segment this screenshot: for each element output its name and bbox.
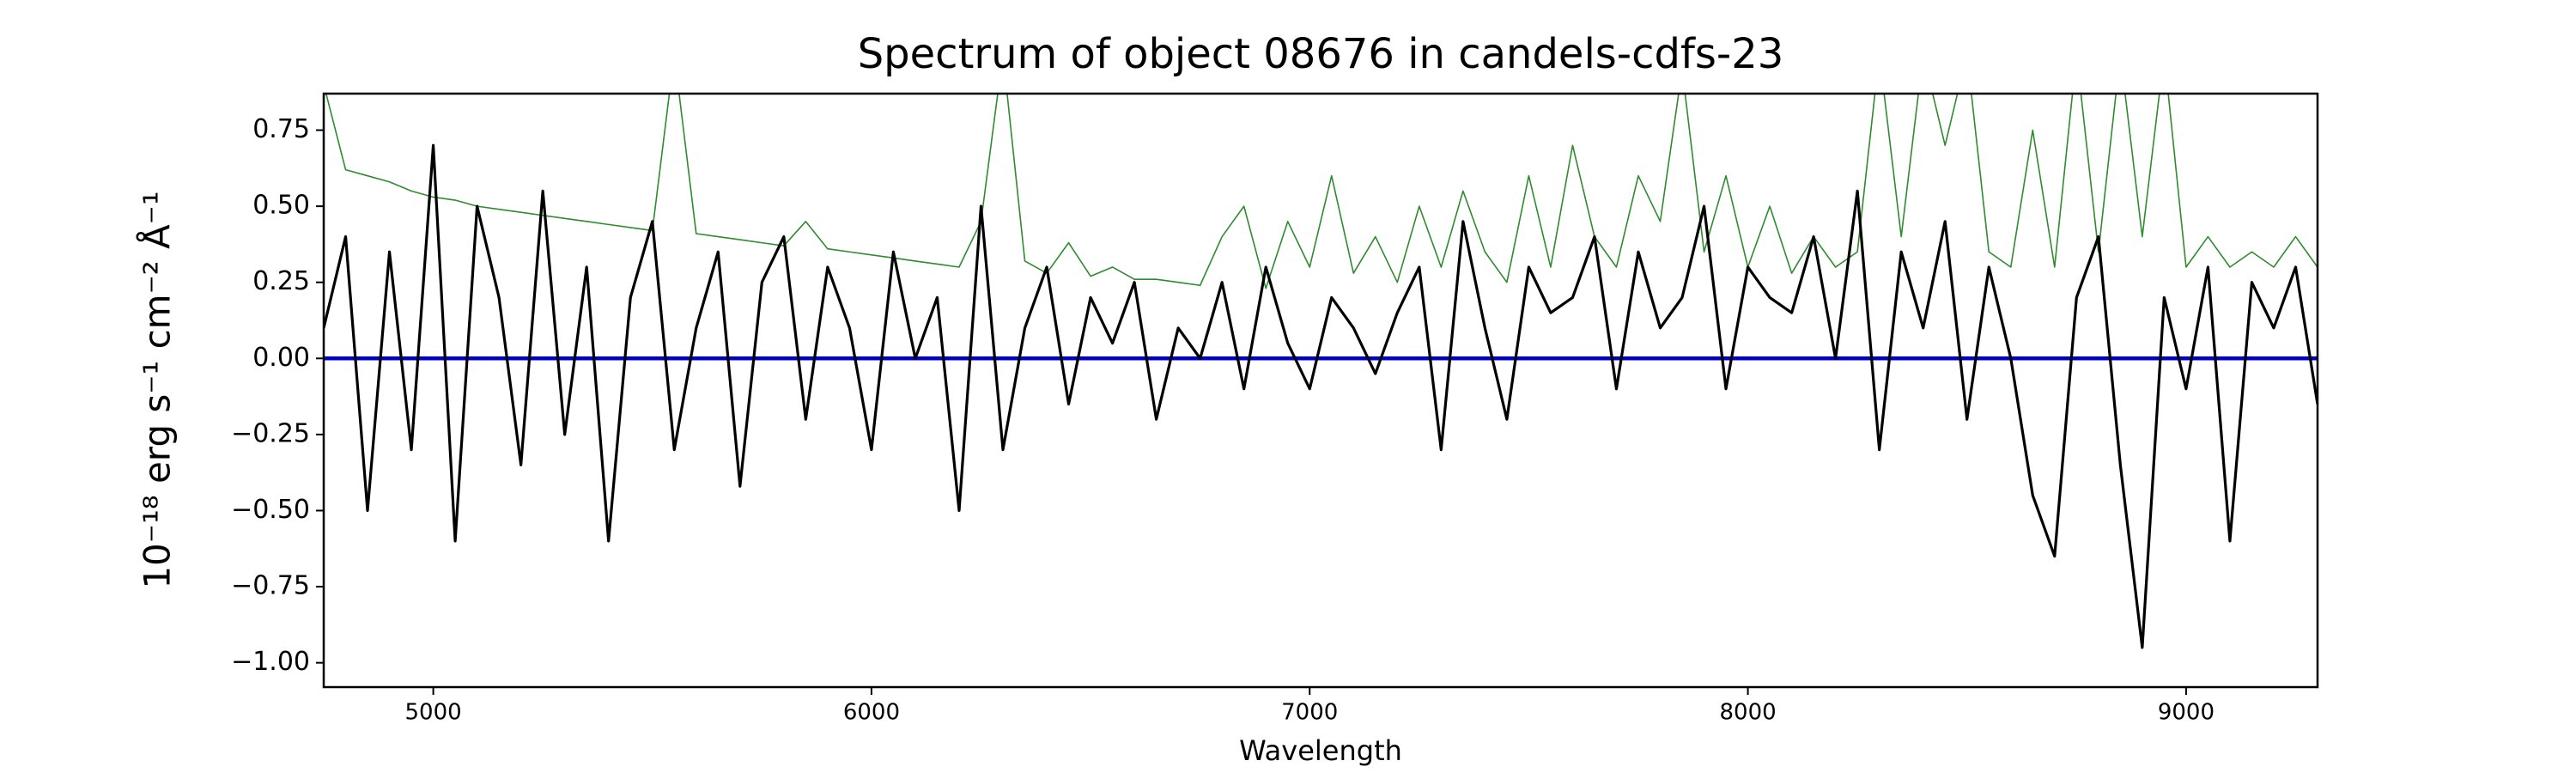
y-tick-label: −0.75	[231, 571, 310, 601]
x-tick-label: 6000	[843, 700, 900, 726]
x-tick-label: 9000	[2158, 700, 2215, 726]
x-tick-label: 8000	[1719, 700, 1776, 726]
y-axis-label: 10⁻¹⁸ erg s⁻¹ cm⁻² Å⁻¹	[136, 191, 179, 588]
plot-frame	[322, 92, 2319, 689]
chart-title: Spectrum of object 08676 in candels-cdfs…	[858, 30, 1784, 78]
x-tick-label: 7000	[1281, 700, 1338, 726]
y-tick-label: 0.75	[252, 114, 310, 144]
plot-area	[324, 94, 2318, 649]
y-tick-label: 0.00	[252, 343, 310, 373]
spectrum-line	[324, 143, 2318, 649]
y-tick-label: 0.50	[252, 191, 310, 221]
y-tick-label: −0.50	[231, 495, 310, 525]
y-tick-label: 0.25	[252, 266, 310, 296]
spectrum-line	[325, 94, 2318, 289]
x-axis-label: Wavelength	[1239, 734, 1402, 767]
y-tick-label: −0.25	[231, 418, 310, 448]
y-tick-label: −1.00	[231, 647, 310, 677]
x-tick-label: 5000	[404, 700, 461, 726]
